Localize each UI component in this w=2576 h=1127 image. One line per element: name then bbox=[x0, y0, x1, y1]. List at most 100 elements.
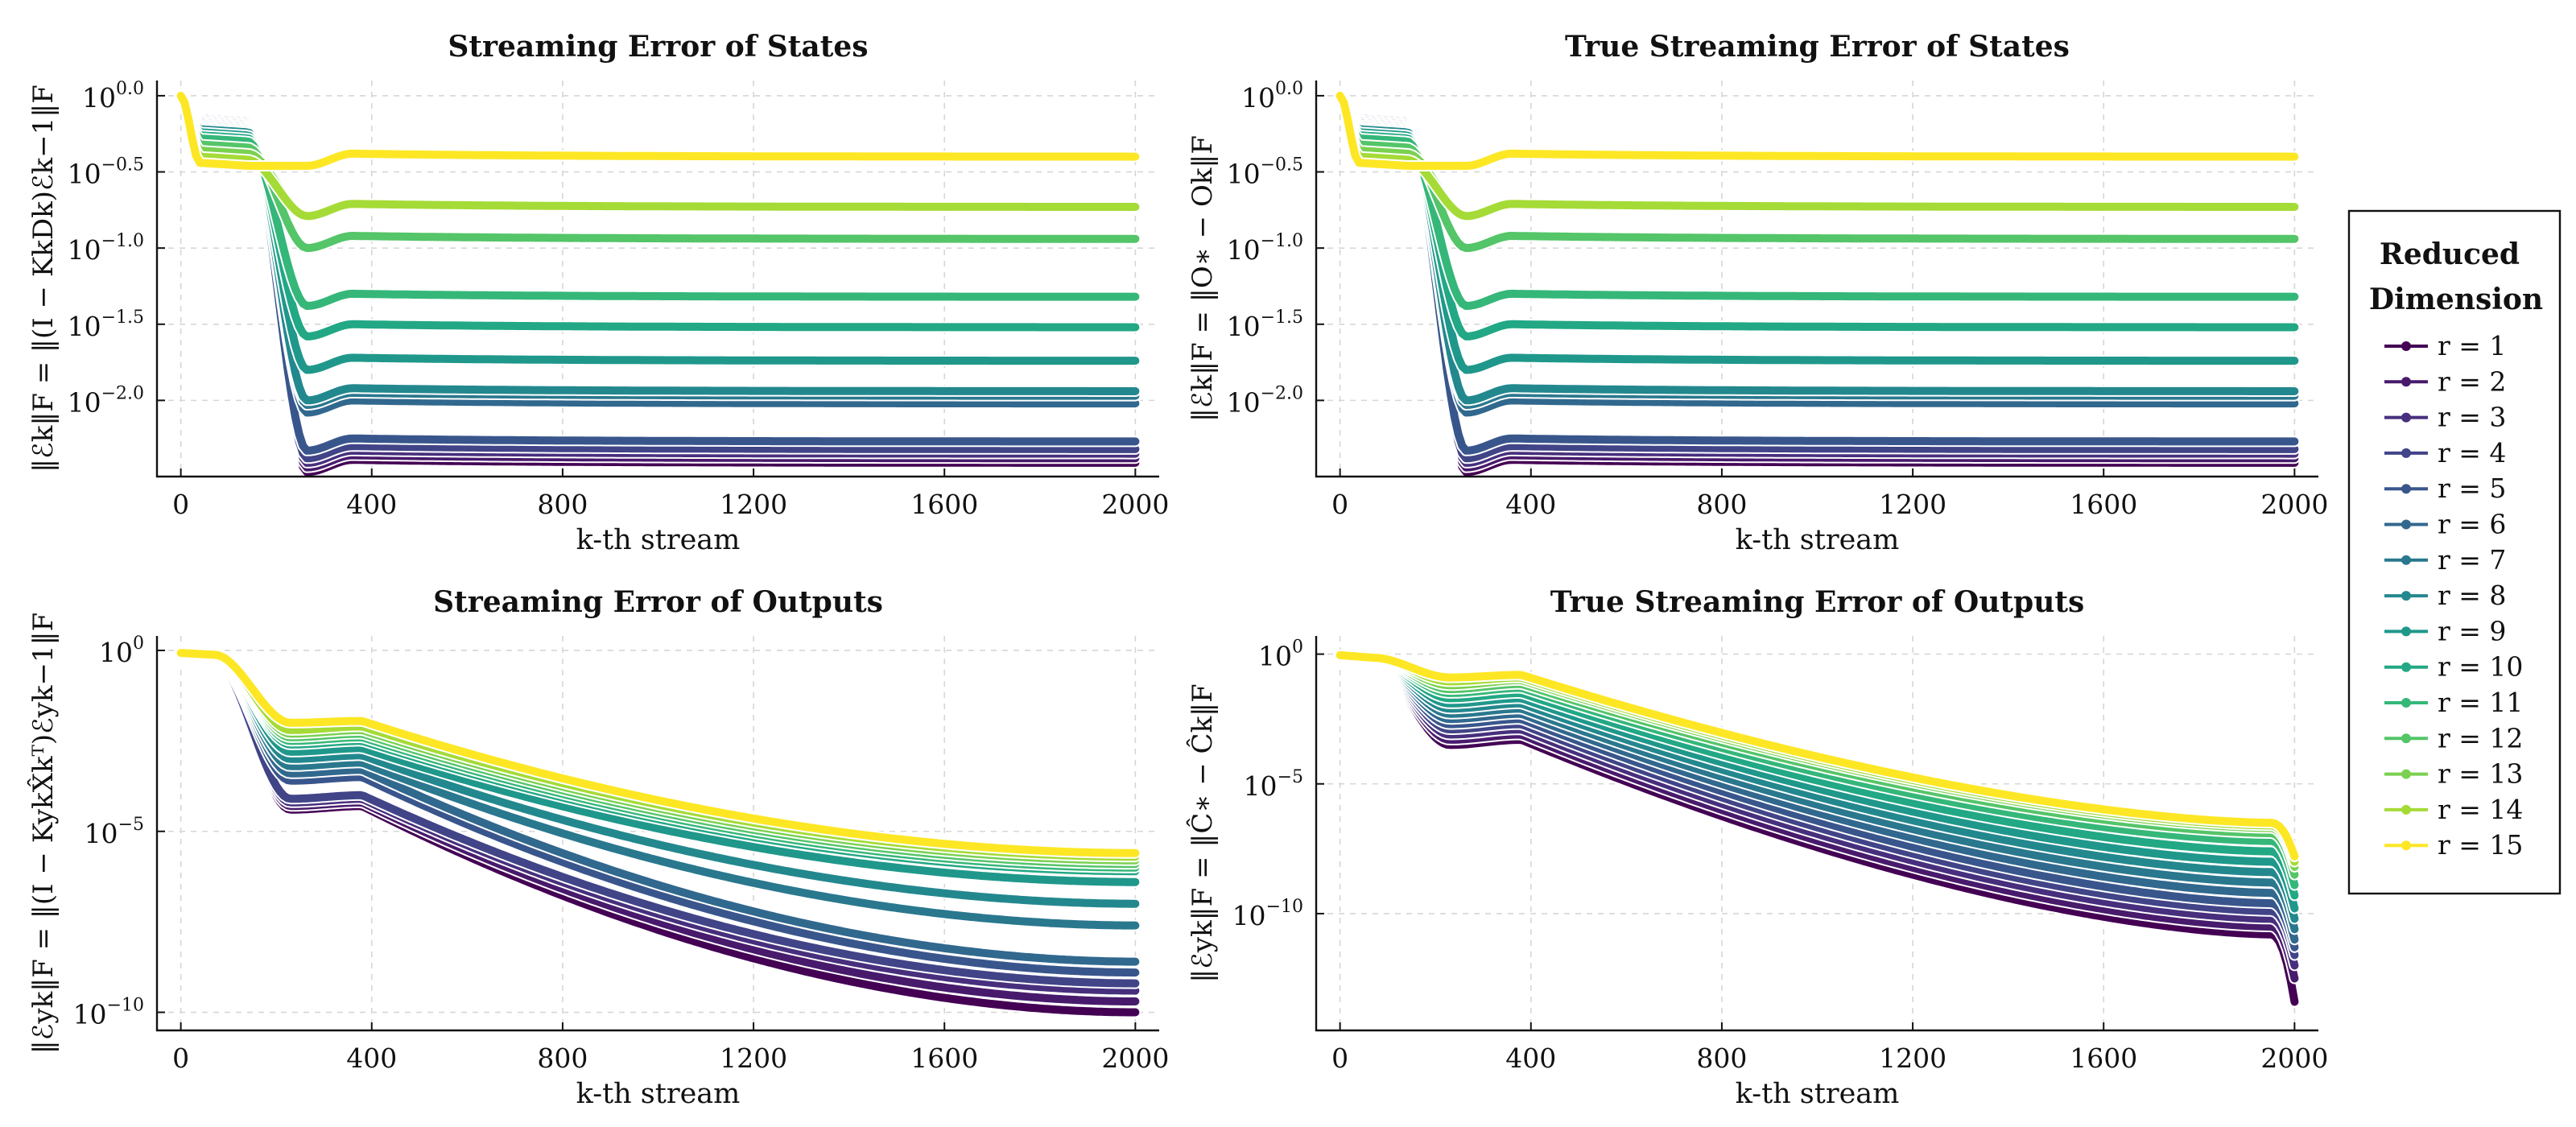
axes bbox=[155, 636, 1159, 1032]
series-line-4 bbox=[176, 654, 1140, 988]
y-axis-label: ‖ℰyk‖F = ‖(I − KykX̂kᵀ)ℰyk−1‖F bbox=[27, 613, 60, 1054]
y-tick-label: 100.0 bbox=[1241, 79, 1303, 114]
y-tick-label: 100 bbox=[99, 634, 144, 668]
x-axis-label: k-th stream bbox=[1736, 1078, 1900, 1110]
series-line-8 bbox=[1335, 91, 2299, 405]
series-line-5 bbox=[176, 91, 1140, 455]
y-axis-label: ‖ℰk‖F = ‖(I − KkDk)ℰk−1‖F bbox=[27, 85, 60, 473]
x-tick-label: 0 bbox=[172, 1042, 189, 1074]
y-tick-label: 10−5 bbox=[1244, 767, 1303, 802]
series-line-7 bbox=[176, 651, 1140, 930]
legend-item-label: r = 15 bbox=[2438, 829, 2523, 861]
legend-marker bbox=[2401, 662, 2411, 672]
series-line-11 bbox=[1335, 91, 2299, 310]
x-tick-label: 0 bbox=[172, 489, 189, 520]
x-tick-label: 1600 bbox=[2070, 489, 2137, 520]
y-tick-label: 10−2.0 bbox=[1227, 383, 1303, 418]
x-axis-label: k-th stream bbox=[1736, 524, 1900, 556]
legend-marker bbox=[2401, 412, 2411, 423]
legend-marker bbox=[2401, 555, 2411, 565]
series-line-9 bbox=[176, 650, 1140, 886]
x-tick-label: 800 bbox=[1696, 1042, 1747, 1074]
series-group bbox=[175, 647, 1141, 1018]
legend-item-label: r = 7 bbox=[2438, 544, 2506, 576]
legend-marker bbox=[2401, 698, 2411, 708]
chart-title: Streaming Error of States bbox=[448, 30, 868, 64]
series-line-5 bbox=[1335, 91, 2299, 455]
series-line-8 bbox=[176, 91, 1140, 405]
series-line-10 bbox=[1335, 91, 2299, 341]
x-tick-label: 400 bbox=[346, 489, 397, 520]
legend-marker bbox=[2401, 804, 2411, 815]
legend-marker bbox=[2401, 733, 2411, 744]
x-tick-label: 1200 bbox=[720, 1042, 787, 1074]
x-tick-label: 800 bbox=[537, 1042, 588, 1074]
series-group bbox=[1334, 89, 2301, 478]
x-tick-label: 0 bbox=[1331, 489, 1348, 520]
legend-marker bbox=[2401, 377, 2411, 387]
y-tick-label: 10−10 bbox=[73, 996, 144, 1030]
x-tick-label: 2000 bbox=[1101, 489, 1169, 520]
x-axis-label: k-th stream bbox=[576, 1078, 741, 1110]
x-tick-label: 0 bbox=[1331, 1042, 1348, 1074]
chart-title: Streaming Error of Outputs bbox=[433, 585, 883, 619]
series-group bbox=[1334, 649, 2301, 1008]
x-tick-label: 400 bbox=[1505, 1042, 1556, 1074]
y-tick-label: 10−1.0 bbox=[1227, 231, 1303, 266]
chart-panel-1: 0 400 800 1200 1600 2000 100.0 10−0.5 10−1.0 10−1… bbox=[27, 30, 1169, 556]
x-tick-label: 1200 bbox=[1879, 489, 1946, 520]
x-tick-label: 400 bbox=[1505, 489, 1556, 520]
legend-item-label: r = 2 bbox=[2438, 365, 2506, 397]
x-tick-label: 800 bbox=[1696, 489, 1747, 520]
legend-item-label: r = 12 bbox=[2438, 722, 2523, 753]
x-tick-label: 400 bbox=[346, 1042, 397, 1074]
series-line-15 bbox=[1335, 650, 2299, 861]
legend-item-label: r = 9 bbox=[2438, 615, 2506, 646]
series-line-15 bbox=[176, 649, 1140, 857]
series-line-8 bbox=[176, 651, 1140, 908]
legend-item-label: r = 11 bbox=[2438, 687, 2523, 718]
legend-item-label: r = 8 bbox=[2438, 580, 2506, 611]
chart-panel-3: 0 400 800 1200 1600 2000 100 10−5 10−10 Streaming… bbox=[27, 585, 1170, 1110]
y-tick-label: 10−1.5 bbox=[68, 308, 144, 342]
x-tick-label: 1600 bbox=[2070, 1042, 2137, 1074]
legend-item-label: r = 4 bbox=[2438, 437, 2506, 469]
chart-panel-2: 0 400 800 1200 1600 2000 100.0 10−0.5 10−1.0 10−1… bbox=[1187, 30, 2328, 556]
series-line-6 bbox=[176, 91, 1140, 417]
series-line-12 bbox=[176, 91, 1140, 253]
legend-title: Reduced bbox=[2380, 237, 2520, 271]
legend-item-label: r = 1 bbox=[2438, 330, 2506, 361]
x-tick-label: 2000 bbox=[2260, 1042, 2328, 1074]
series-line-12 bbox=[1335, 91, 2299, 253]
legend-marker bbox=[2401, 626, 2411, 637]
series-line-4 bbox=[176, 91, 1140, 463]
x-tick-label: 1600 bbox=[910, 489, 978, 520]
y-tick-label: 10−1.5 bbox=[1227, 308, 1303, 342]
axes bbox=[155, 80, 1159, 478]
series-line-5 bbox=[176, 653, 1140, 977]
series-line-14 bbox=[176, 91, 1140, 221]
x-tick-label: 2000 bbox=[2260, 489, 2328, 520]
y-tick-label: 100 bbox=[1258, 638, 1303, 672]
axes bbox=[1315, 636, 2318, 1032]
y-tick-label: 10−0.5 bbox=[68, 155, 144, 190]
x-tick-label: 800 bbox=[537, 489, 588, 520]
y-axis-label: ‖ℰk‖F = ‖O∗ − Ok‖F bbox=[1187, 135, 1219, 422]
y-tick-label: 10−5 bbox=[85, 815, 144, 849]
series-group bbox=[175, 89, 1141, 478]
legend-marker bbox=[2401, 591, 2411, 601]
y-tick-label: 100.0 bbox=[82, 79, 144, 114]
chart-panel-4: 0 400 800 1200 1600 2000 100 10−5 10−10 True Stre… bbox=[1186, 585, 2328, 1110]
legend-marker bbox=[2401, 448, 2411, 458]
legend-marker bbox=[2401, 519, 2411, 530]
series-line-15 bbox=[1335, 91, 2299, 170]
series-line-9 bbox=[1335, 91, 2299, 374]
legend-item-label: r = 13 bbox=[2438, 758, 2523, 790]
y-tick-label: 10−0.5 bbox=[1227, 155, 1303, 190]
x-axis-label: k-th stream bbox=[576, 524, 741, 556]
legend-title-2: Dimension bbox=[2369, 283, 2543, 316]
legend-item-label: r = 10 bbox=[2438, 651, 2523, 683]
legend-marker bbox=[2401, 484, 2411, 494]
chart-title: True Streaming Error of States bbox=[1565, 30, 2070, 64]
series-line-6 bbox=[176, 652, 1140, 966]
